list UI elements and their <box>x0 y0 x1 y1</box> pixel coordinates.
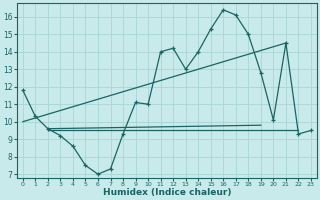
X-axis label: Humidex (Indice chaleur): Humidex (Indice chaleur) <box>103 188 231 197</box>
